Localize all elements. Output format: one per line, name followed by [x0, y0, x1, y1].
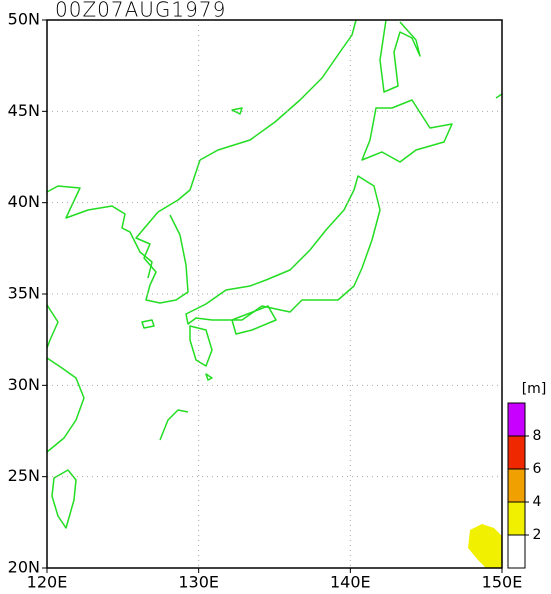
y-tick-label: 50N	[8, 10, 40, 29]
colorbar-label: 2	[533, 527, 542, 543]
x-tick-label: 150E	[482, 573, 523, 592]
y-tick-label: 45N	[8, 101, 40, 120]
x-tick-label: 120E	[27, 573, 68, 592]
y-tick-label: 35N	[8, 284, 40, 303]
y-tick-label: 30N	[8, 375, 40, 394]
y-tick-label: 40N	[8, 192, 40, 211]
y-tick-label: 25N	[8, 466, 40, 485]
colorbar-label: 6	[533, 461, 542, 477]
colorbar-unit: [m]	[522, 381, 547, 397]
x-tick-label: 140E	[330, 573, 371, 592]
x-tick-label: 130E	[178, 573, 219, 592]
colorbar-swatch	[507, 468, 526, 503]
colorbar-label: 4	[533, 494, 542, 510]
colorbar-swatch	[507, 534, 526, 569]
colorbar-swatch	[507, 435, 526, 470]
colorbar-swatch	[507, 402, 526, 437]
colorbar-label: 8	[533, 428, 542, 444]
y-tick-label: 20N	[8, 558, 40, 577]
map-frame	[46, 19, 503, 569]
colorbar-swatch	[507, 501, 526, 536]
map-title: 00Z07AUG1979	[55, 0, 226, 22]
wave-height-area	[468, 524, 502, 568]
coastlines	[46, 19, 503, 529]
